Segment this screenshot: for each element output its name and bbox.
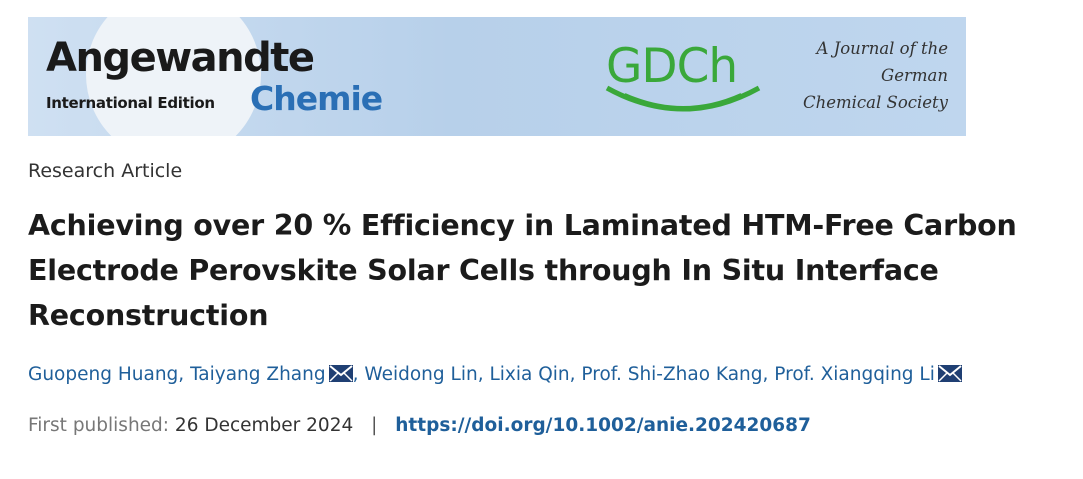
journal-tagline-line-1: A Journal of the: [816, 39, 948, 58]
gdch-arc-icon: [605, 85, 761, 112]
article-title-line-3: Reconstruction: [28, 299, 269, 332]
article-type: Research Article: [28, 160, 183, 182]
author-link[interactable]: Lixia Qin: [489, 364, 570, 385]
logo-edition: International Edition: [46, 94, 215, 112]
separator: |: [371, 415, 378, 436]
doi-link[interactable]: https://doi.org/10.1002/anie.202420687: [395, 415, 811, 436]
article-title-line-2: Electrode Perovskite Solar Cells through…: [28, 254, 939, 287]
gdch-logo-text: GDCh: [606, 39, 738, 94]
logo-chemie: Chemie: [250, 79, 383, 118]
publication-info: First published: 26 December 2024 | http…: [28, 415, 811, 436]
first-published-label: First published:: [28, 415, 170, 436]
author-link[interactable]: Prof. Xiangqing Li: [774, 364, 935, 385]
article-title: Achieving over 20 % Efficiency in Lamina…: [28, 203, 1068, 338]
article-title-line-1: Achieving over 20 % Efficiency in Lamina…: [28, 209, 1017, 242]
journal-tagline-line-3: Chemical Society: [802, 93, 948, 112]
author-list: Guopeng Huang, Taiyang Zhang, Weidong Li…: [28, 364, 962, 385]
author-link[interactable]: Weidong Lin: [364, 364, 478, 385]
journal-tagline: A Journal of the German Chemical Society: [788, 35, 948, 116]
envelope-icon[interactable]: [937, 365, 962, 382]
envelope-icon[interactable]: [328, 365, 353, 382]
logo-angewandte: Angewandte: [46, 35, 315, 81]
first-published-date: 26 December 2024: [174, 415, 354, 436]
banner-circle-decoration: [86, 17, 261, 136]
author-link[interactable]: Taiyang Zhang: [190, 364, 326, 385]
author-link[interactable]: Prof. Shi-Zhao Kang: [581, 364, 763, 385]
journal-tagline-line-2: German: [881, 66, 948, 85]
journal-banner[interactable]: Angewandte International Edition Chemie …: [28, 17, 966, 136]
author-link[interactable]: Guopeng Huang: [28, 364, 179, 385]
